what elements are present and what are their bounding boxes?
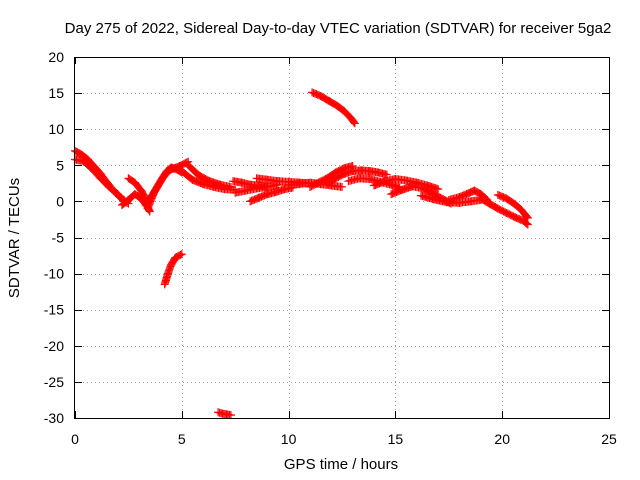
y-tick-label: -10 (44, 266, 64, 282)
y-tick-label: -20 (44, 338, 64, 354)
data-points (71, 88, 532, 420)
data-point (338, 182, 346, 191)
series-arc-6 (143, 157, 193, 213)
series-arc-4 (124, 174, 150, 203)
series-arc-25 (493, 190, 532, 223)
chart-title: Day 275 of 2022, Sidereal Day-to-day VTE… (65, 20, 612, 37)
x-tick-label: 10 (281, 431, 297, 447)
y-tick-labels: -30 -25 -20 -15 -10 -5 0 5 10 15 20 (44, 49, 64, 426)
y-tick-label: 0 (56, 193, 64, 209)
data-point (226, 182, 235, 191)
data-point (349, 118, 358, 127)
y-tick-label: 15 (48, 85, 64, 101)
y-tick-label: -25 (44, 374, 64, 390)
series-arc-7 (160, 250, 186, 289)
x-tick-label: 20 (494, 431, 510, 447)
y-tick-label: -5 (52, 230, 65, 246)
y-tick-label: -30 (44, 410, 64, 426)
series-arc-22 (417, 191, 485, 207)
data-point (176, 250, 185, 259)
y-axis-label: SDTVAR / TECUs (6, 178, 23, 298)
data-point (522, 212, 531, 221)
series-arc-9 (184, 161, 235, 191)
series-arc-18 (308, 88, 359, 128)
x-tick-label: 5 (178, 431, 186, 447)
y-tick-label: -15 (44, 302, 64, 318)
plot-frame (74, 57, 610, 419)
series-arc-17 (323, 166, 391, 189)
x-tick-labels: 0 5 10 15 20 25 (71, 431, 617, 447)
data-point (522, 219, 531, 228)
y-tick-label: 10 (48, 121, 64, 137)
data-point (177, 250, 186, 259)
y-tick-label: 20 (48, 49, 64, 65)
x-tick-label: 15 (388, 431, 404, 447)
series-arc-24 (476, 194, 532, 229)
y-tick-label: 5 (56, 157, 64, 173)
x-tick-label: 0 (71, 431, 79, 447)
data-point (382, 170, 391, 179)
series-arc-13 (246, 183, 297, 206)
x-tick-label: 25 (601, 431, 617, 447)
data-point (350, 119, 359, 128)
x-axis-label: GPS time / hours (284, 456, 398, 473)
data-point (523, 214, 532, 223)
data-point (434, 185, 443, 194)
series-arc-12 (231, 180, 282, 197)
series-arc-10 (214, 408, 235, 420)
data-point (226, 411, 235, 420)
